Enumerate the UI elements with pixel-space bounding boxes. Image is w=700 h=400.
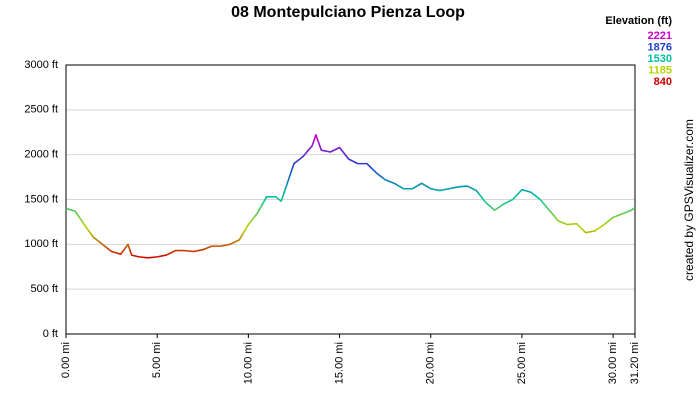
- legend-value: 840: [654, 76, 672, 88]
- y-tick-label: 0 ft: [43, 328, 58, 340]
- legend-value: 1876: [648, 41, 672, 53]
- y-tick-label: 2500 ft: [24, 104, 58, 116]
- legend-value: 2221: [648, 30, 672, 42]
- legend-value: 1185: [648, 64, 672, 76]
- x-tick-label: 30.00 mi: [607, 342, 619, 384]
- elevation-line: [65, 134, 636, 259]
- x-tick-label: 0.00 mi: [60, 342, 72, 378]
- x-tick-label: 5.00 mi: [151, 342, 163, 378]
- credit: created by GPSVisualizer.com: [682, 119, 696, 281]
- x-tick-label: 25.00 mi: [516, 342, 528, 384]
- x-tick-label: 10.00 mi: [242, 342, 254, 384]
- y-tick-label: 500 ft: [30, 283, 58, 295]
- plot-frame: [65, 64, 636, 335]
- x-tick-label: 20.00 mi: [425, 342, 437, 384]
- x-tick-label: 15.00 mi: [333, 342, 345, 384]
- y-tick-label: 1000 ft: [24, 238, 58, 250]
- chart-title: 08 Montepulciano Pienza Loop: [231, 4, 465, 21]
- y-tick-label: 3000 ft: [24, 59, 58, 71]
- y-tick-label: 2000 ft: [24, 149, 58, 161]
- legend-title: Elevation (ft): [605, 15, 672, 27]
- legend-value: 1530: [648, 53, 672, 65]
- y-tick-label: 1500 ft: [24, 193, 58, 205]
- x-tick-label: 31.20 mi: [629, 342, 641, 384]
